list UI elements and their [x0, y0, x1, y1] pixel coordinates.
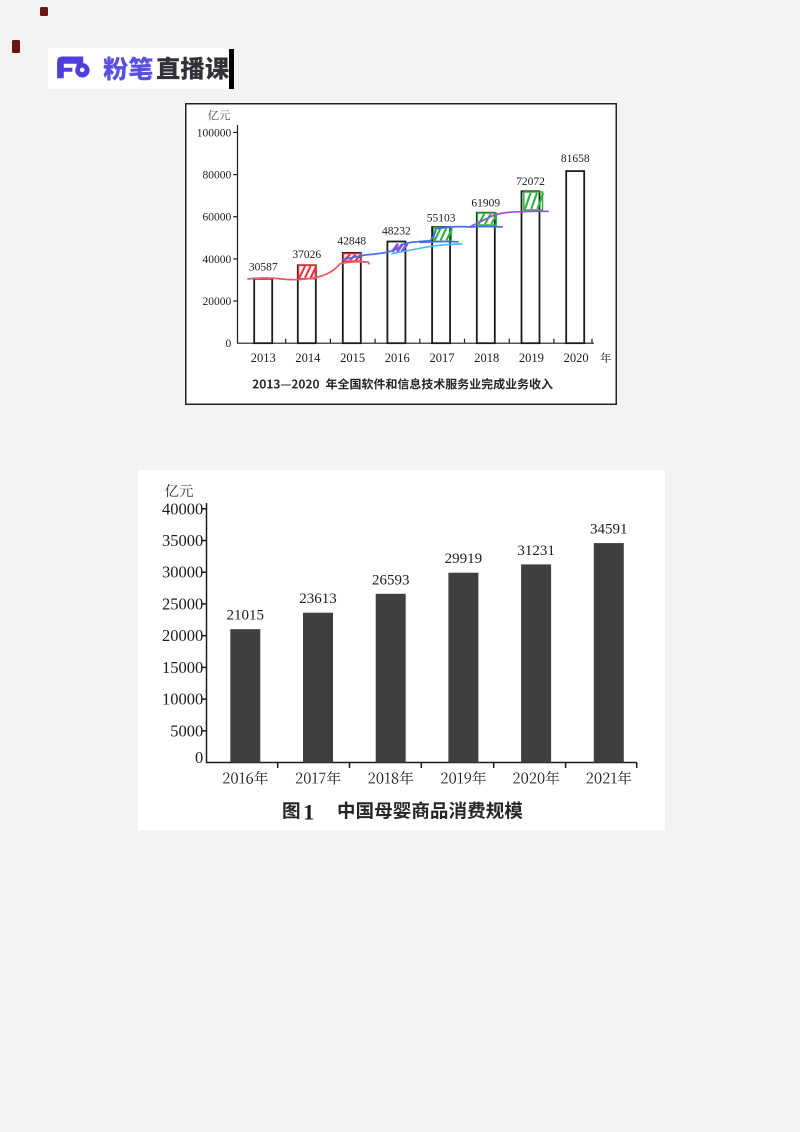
svg-text:55103: 55103 [427, 212, 456, 224]
svg-text:2019: 2019 [519, 351, 544, 365]
svg-text:2015: 2015 [340, 351, 365, 365]
svg-text:20000: 20000 [162, 626, 203, 645]
svg-text:42848: 42848 [337, 236, 366, 248]
svg-text:72072: 72072 [516, 176, 545, 188]
svg-text:21015: 21015 [227, 608, 264, 624]
svg-text:0: 0 [226, 338, 232, 350]
svg-text:80000: 80000 [203, 170, 232, 182]
svg-text:2018: 2018 [474, 351, 499, 365]
svg-text:40000: 40000 [203, 254, 232, 266]
svg-text:15000: 15000 [162, 658, 203, 677]
svg-text:5000: 5000 [170, 721, 203, 740]
svg-text:2013: 2013 [251, 351, 276, 365]
svg-text:2020: 2020 [564, 351, 589, 365]
svg-text:10000: 10000 [162, 690, 203, 709]
svg-text:25000: 25000 [162, 594, 203, 613]
svg-text:48232: 48232 [382, 226, 411, 238]
svg-text:23613: 23613 [299, 591, 337, 607]
svg-text:37026: 37026 [292, 249, 321, 261]
svg-text:0: 0 [195, 748, 203, 767]
svg-text:30000: 30000 [162, 563, 203, 582]
svg-text:61909: 61909 [471, 197, 500, 209]
svg-text:2016: 2016 [385, 351, 410, 365]
svg-text:30587: 30587 [249, 262, 278, 274]
svg-text:20000: 20000 [203, 296, 232, 308]
svg-text:81658: 81658 [561, 153, 590, 165]
svg-text:31231: 31231 [517, 543, 555, 559]
svg-text:40000: 40000 [162, 499, 203, 518]
svg-text:26593: 26593 [372, 572, 410, 588]
svg-text:100000: 100000 [197, 127, 232, 139]
svg-text:1: 1 [303, 800, 314, 825]
svg-text:2017: 2017 [430, 351, 455, 365]
svg-text:2014: 2014 [295, 351, 321, 365]
svg-text:34591: 34591 [590, 522, 628, 538]
svg-text:60000: 60000 [203, 212, 232, 224]
svg-text:29919: 29919 [445, 551, 483, 567]
svg-text:35000: 35000 [162, 531, 203, 550]
